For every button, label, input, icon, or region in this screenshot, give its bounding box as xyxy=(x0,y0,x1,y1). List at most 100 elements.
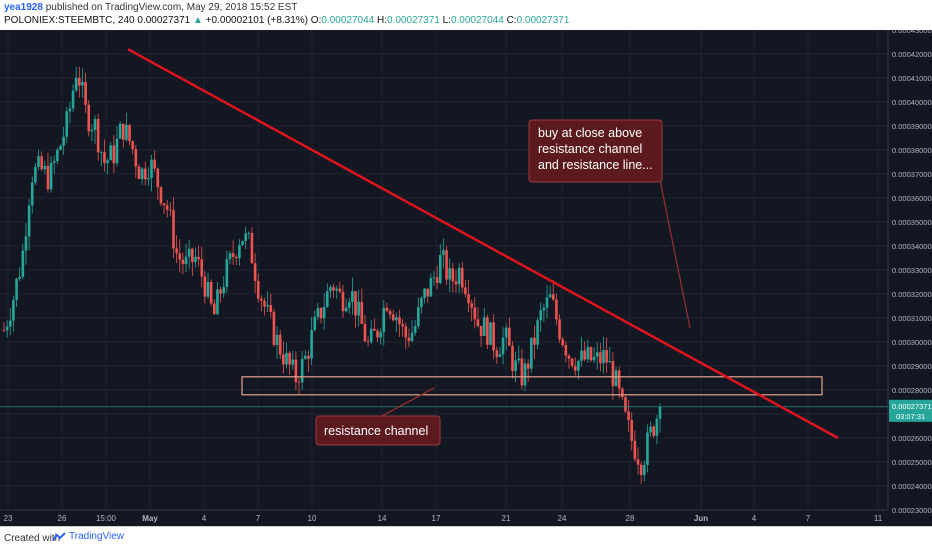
candle-body xyxy=(561,339,564,346)
candle-body xyxy=(238,245,241,259)
candle-body xyxy=(172,210,175,249)
candle-body xyxy=(545,297,549,308)
candle-body xyxy=(639,464,643,476)
change-value: +0.00002101 (+8.31%) xyxy=(205,15,309,26)
candle-body xyxy=(558,319,561,340)
candle-body xyxy=(476,319,480,326)
candle-body xyxy=(71,90,75,109)
candle-body xyxy=(87,104,91,132)
resistance-trendline xyxy=(127,48,839,440)
candle-body xyxy=(81,81,84,86)
candle-body xyxy=(504,327,508,338)
candle-body xyxy=(37,156,40,167)
price-tick-label: 0.00038000 xyxy=(892,146,932,155)
candle-body xyxy=(62,136,65,146)
candle-body xyxy=(275,334,279,345)
author-link[interactable]: yea1928 xyxy=(4,2,43,13)
callout-box xyxy=(315,415,441,446)
candle-body xyxy=(432,277,436,279)
candle-body xyxy=(291,359,295,365)
candle-body xyxy=(115,138,119,164)
candle-body xyxy=(49,162,53,190)
candle-body xyxy=(526,363,530,369)
candle-body xyxy=(564,345,568,356)
candle-body xyxy=(2,330,6,331)
close-value: 0.00027371 xyxy=(516,15,570,26)
tradingview-link[interactable]: TradingView xyxy=(52,531,124,542)
candle-body xyxy=(388,311,392,315)
candle-body xyxy=(156,168,160,188)
candle-body xyxy=(5,326,9,331)
candle-body xyxy=(96,119,100,153)
callout-text: resistance channel xyxy=(538,142,642,156)
candle-body xyxy=(363,323,367,342)
time-tick-label: 7 xyxy=(806,514,811,523)
price-tick-label: 0.00029000 xyxy=(892,362,932,371)
candle-body xyxy=(307,355,310,359)
candle-body xyxy=(435,277,439,283)
symbol-label: POLONIEX:STEEMBTC, 240 xyxy=(4,15,135,26)
candle-body xyxy=(222,286,226,294)
candle-body xyxy=(486,317,489,345)
candle-body xyxy=(125,124,128,140)
time-tick-label: 26 xyxy=(58,514,67,523)
candle-body xyxy=(592,356,596,361)
candle-body xyxy=(495,350,499,357)
time-tick-label: 11 xyxy=(874,514,883,523)
price-axis: 0.00043000 0.00042000 0.00041000 0.00040000… xyxy=(887,26,932,526)
candle-body xyxy=(438,254,442,283)
drawings: buy at close above resistance channel and … xyxy=(0,48,888,446)
candle-body xyxy=(608,361,612,363)
candle-body xyxy=(401,324,404,327)
created-with-text: Created with xyxy=(4,533,61,544)
chart-header: yea1928 published on TradingView.com, Ma… xyxy=(0,0,932,30)
time-axis: 23 26 15:00 May 4 7 10 14 17 21 24 28 Jun 4 7 11 xyxy=(0,509,888,523)
callout-text: resistance channel xyxy=(324,424,428,438)
candle-body xyxy=(43,165,47,170)
chart-area[interactable]: buy at close above resistance channel and … xyxy=(0,26,932,526)
open-label: O: xyxy=(310,15,322,26)
candle-body xyxy=(649,426,652,433)
candle-body xyxy=(84,81,87,105)
candle-body xyxy=(473,307,477,320)
candle-body xyxy=(260,298,263,301)
candle-body xyxy=(420,297,423,308)
candle-body xyxy=(643,464,646,476)
candle-body xyxy=(165,205,169,210)
time-tick-label: 4 xyxy=(202,514,207,523)
candle-body xyxy=(511,345,514,372)
candle-body xyxy=(56,149,59,162)
candle-body xyxy=(621,388,624,398)
candle-body xyxy=(373,328,376,331)
price-tick-label: 0.00035000 xyxy=(892,218,932,227)
candle-body xyxy=(150,159,153,178)
candle-body xyxy=(332,287,335,291)
candle-body xyxy=(508,327,511,346)
candle-body xyxy=(454,281,458,285)
last-price-label: 0.00027371 xyxy=(892,402,932,411)
candle-body xyxy=(624,397,627,412)
candle-body xyxy=(451,268,455,282)
last-price-tag xyxy=(889,399,932,422)
candle-body xyxy=(187,248,191,257)
candle-body xyxy=(228,253,232,260)
time-tick-label: Jun xyxy=(694,514,708,523)
time-tick-label: 24 xyxy=(558,514,567,523)
candle-body xyxy=(253,263,257,281)
candle-body xyxy=(78,77,81,86)
candle-body xyxy=(530,337,533,369)
price-tick-label: 0.00028000 xyxy=(892,386,932,395)
candle-body xyxy=(614,370,618,387)
price-tick-label: 0.00041000 xyxy=(892,74,932,83)
candle-body xyxy=(175,248,178,254)
candle-body xyxy=(153,159,156,169)
callout-box xyxy=(528,119,663,183)
low-label: L: xyxy=(442,15,451,26)
close-label: C: xyxy=(506,15,517,26)
candle-body xyxy=(294,359,298,383)
candle-body xyxy=(140,168,144,180)
price-tick-label: 0.00042000 xyxy=(892,50,932,59)
price-chart[interactable]: buy at close above resistance channel and … xyxy=(0,26,932,526)
candle-body xyxy=(514,360,517,372)
candle-body xyxy=(128,124,131,142)
